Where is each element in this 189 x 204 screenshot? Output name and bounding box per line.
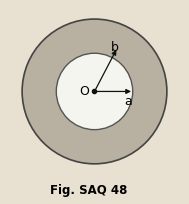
Circle shape (22, 20, 167, 164)
Text: a: a (124, 94, 132, 108)
Text: Fig. SAQ 48: Fig. SAQ 48 (50, 184, 128, 196)
Text: O: O (79, 84, 89, 98)
Text: b: b (111, 41, 119, 53)
Circle shape (56, 54, 133, 130)
